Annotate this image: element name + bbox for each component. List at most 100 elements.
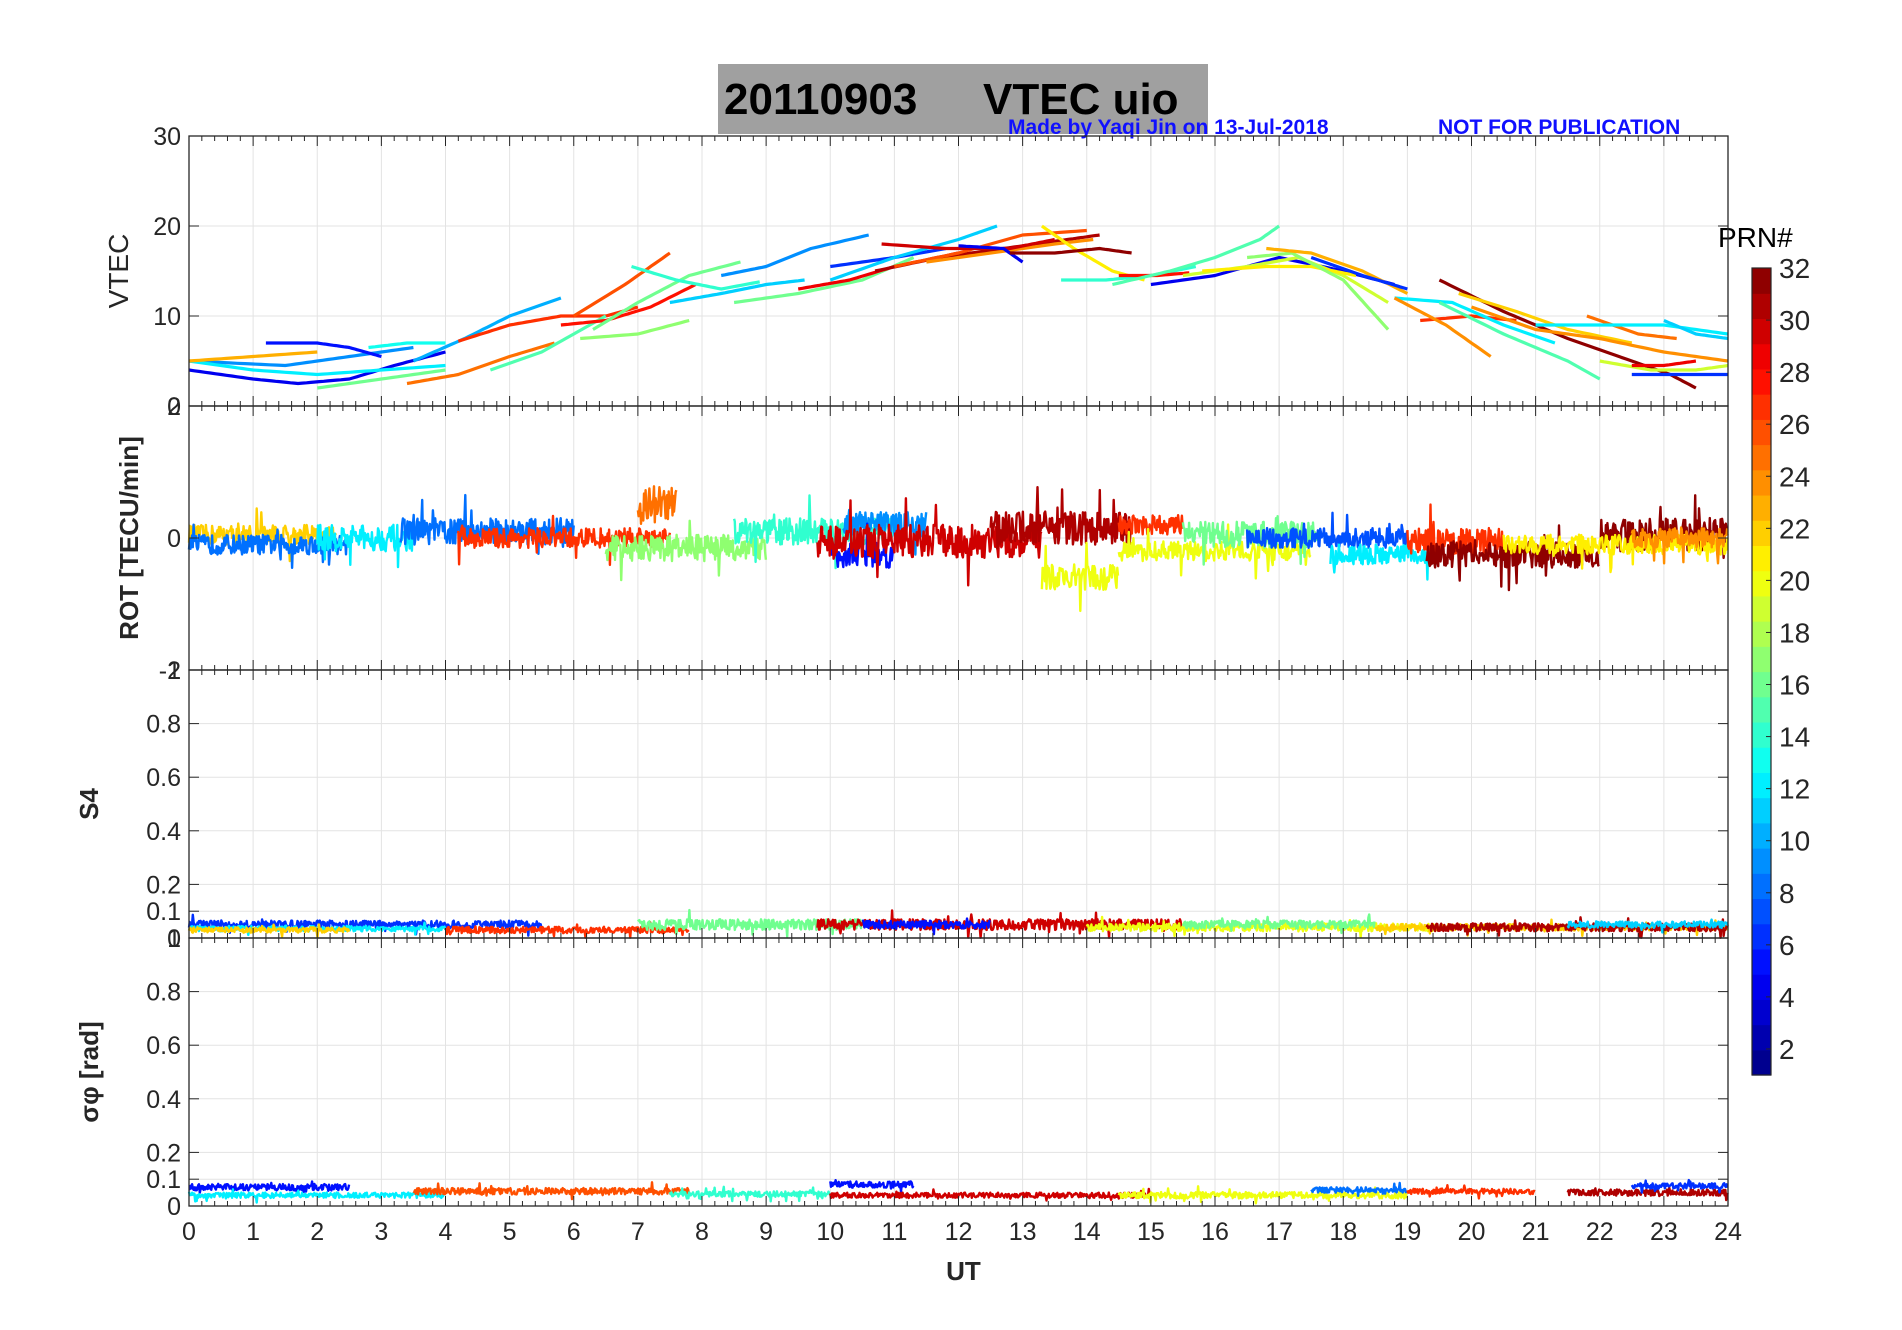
colorbar-band bbox=[1752, 343, 1771, 370]
colorbar-band bbox=[1752, 898, 1771, 925]
vtec-series-prn-29 bbox=[1631, 359, 1697, 368]
vtec-series-prn-13 bbox=[368, 341, 446, 350]
colorbar-frame bbox=[1751, 267, 1772, 1076]
vtec-series-prn-14 bbox=[631, 264, 760, 291]
y-tick-label: 2 bbox=[167, 393, 181, 421]
x-tick-label: 23 bbox=[1650, 1218, 1678, 1246]
series-prn-30 bbox=[829, 1187, 1152, 1202]
colorbar-band bbox=[1752, 419, 1771, 446]
y-tick-label: 0.2 bbox=[146, 1139, 181, 1167]
vtec-series-prn-16 bbox=[317, 368, 446, 390]
y-tick-label: 0 bbox=[167, 393, 181, 421]
x-tick-label: 14 bbox=[1073, 1218, 1101, 1246]
colorbar-band bbox=[1752, 595, 1771, 622]
x-tick-label: 13 bbox=[1009, 1218, 1037, 1246]
x-tick-label: 11 bbox=[881, 1218, 907, 1246]
series-prn-20 bbox=[1040, 541, 1120, 613]
series-prn-5 bbox=[861, 917, 991, 936]
colorbar-band bbox=[1752, 797, 1771, 824]
series-prn-17 bbox=[604, 519, 768, 582]
colorbar-tick-label: 20 bbox=[1779, 565, 1810, 596]
x-tick-label: 6 bbox=[567, 1218, 581, 1246]
vtec-series-prn-17 bbox=[1246, 251, 1390, 331]
y-tick-label: -2 bbox=[159, 657, 181, 685]
series-prn-11 bbox=[1566, 918, 1729, 934]
x-tick-label: 5 bbox=[503, 1218, 517, 1246]
panel-0: 0 10 20 30 VTEC bbox=[103, 123, 1729, 421]
colorbar-band bbox=[1752, 822, 1771, 849]
vtec-series-prn-25 bbox=[1586, 314, 1677, 341]
series-prn-8 bbox=[1310, 1181, 1408, 1198]
x-tick-label: 0 bbox=[182, 1218, 196, 1246]
x-tick-label: 24 bbox=[1714, 1218, 1742, 1246]
series-prn-5 bbox=[188, 1180, 351, 1194]
vtec-series-prn-16 bbox=[592, 260, 741, 331]
colorbar-tick-label: 32 bbox=[1779, 253, 1810, 284]
colorbar-tick-label: 30 bbox=[1779, 305, 1810, 336]
series-prn-30 bbox=[816, 497, 1043, 587]
vtec-series-prn-26 bbox=[572, 251, 671, 318]
vtec-series-prn-9 bbox=[720, 233, 870, 278]
colorbar-band bbox=[1752, 1024, 1771, 1051]
vtec-series-prn-24 bbox=[926, 237, 1094, 264]
colorbar-band bbox=[1752, 974, 1771, 1000]
vtec-series-prn-15 bbox=[489, 314, 607, 372]
y-tick-label: 20 bbox=[153, 213, 181, 241]
x-tick-label: 19 bbox=[1393, 1218, 1421, 1246]
vtec-series-prn-11 bbox=[669, 278, 805, 305]
vtec-series-prn-19 bbox=[1599, 359, 1729, 372]
colorbar-tick-label: 10 bbox=[1779, 826, 1810, 857]
x-tick-label: 10 bbox=[816, 1218, 844, 1246]
x-tick-label: 12 bbox=[945, 1218, 973, 1246]
vtec-series-prn-12 bbox=[1394, 296, 1556, 345]
series-prn-22 bbox=[187, 923, 351, 939]
y-tick-label: 1 bbox=[167, 657, 181, 685]
colorbar-tick-label: 16 bbox=[1779, 670, 1810, 701]
colorbar-tick-label: 22 bbox=[1779, 513, 1810, 544]
series-prn-27 bbox=[1406, 1183, 1536, 1200]
colorbar-band bbox=[1752, 747, 1771, 773]
x-tick-label: 18 bbox=[1329, 1218, 1357, 1246]
series-prn-12 bbox=[316, 523, 414, 569]
series-prn-26 bbox=[412, 1181, 691, 1201]
credit-text: Made by Yaqi Jin on 13-Jul-2018 bbox=[1008, 116, 1329, 139]
vtec-series-prn-32 bbox=[1438, 278, 1697, 390]
colorbar-tick-label: 12 bbox=[1779, 774, 1810, 805]
series-prn-9 bbox=[842, 508, 928, 556]
colorbar-tick-label: 6 bbox=[1779, 930, 1795, 961]
colorbar-band bbox=[1752, 520, 1771, 547]
y-tick-label: 0.4 bbox=[146, 1086, 181, 1114]
colorbar-band bbox=[1752, 646, 1771, 673]
y-tick-label: 1 bbox=[167, 925, 181, 953]
series-prn-12 bbox=[187, 1187, 446, 1204]
series-prn-8 bbox=[399, 493, 575, 555]
series-prn-6 bbox=[1630, 1178, 1729, 1194]
y-tick-label: 0.4 bbox=[146, 818, 181, 846]
colorbar-band bbox=[1752, 469, 1771, 496]
title-box bbox=[718, 64, 1208, 134]
vtec-series-prn-5 bbox=[265, 341, 382, 359]
vtec-series-prn-15 bbox=[1438, 301, 1601, 381]
x-tick-label: 15 bbox=[1137, 1218, 1165, 1246]
vtec-series-prn-32 bbox=[1009, 246, 1132, 255]
series-prn-14 bbox=[668, 1185, 832, 1203]
x-tick-label: 1 bbox=[246, 1218, 260, 1246]
y-tick-label: 0.6 bbox=[146, 764, 181, 792]
colorbar-tick-label: 14 bbox=[1779, 722, 1810, 753]
vtec-series-prn-12 bbox=[1535, 323, 1729, 336]
colorbar-band bbox=[1752, 368, 1771, 395]
vtec-series-prn-12 bbox=[188, 359, 446, 377]
series-prn-24 bbox=[1630, 526, 1729, 565]
y-tick-label: 0.8 bbox=[146, 979, 181, 1007]
vtec-series-prn-4 bbox=[188, 350, 446, 386]
colorbar-band bbox=[1752, 570, 1771, 597]
series-prn-20 bbox=[1117, 523, 1312, 580]
colorbar-band bbox=[1752, 948, 1771, 975]
x-tick-label: 9 bbox=[759, 1218, 773, 1246]
y-tick-label: 0.1 bbox=[146, 1166, 181, 1194]
colorbar-band bbox=[1752, 848, 1771, 874]
vtec-series-prn-16 bbox=[733, 256, 915, 305]
